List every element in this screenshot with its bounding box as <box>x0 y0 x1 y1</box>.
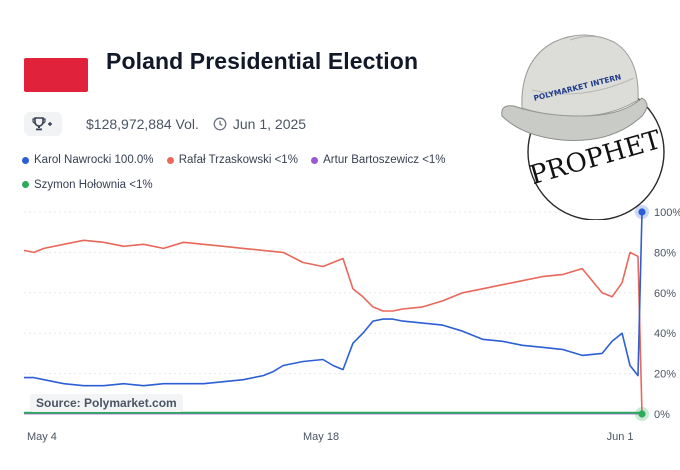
x-tick-label: May 4 <box>27 431 57 443</box>
trophy-icon <box>32 117 52 131</box>
trophy-button[interactable] <box>24 112 62 136</box>
series-line-karol-nawrocki <box>24 211 643 387</box>
prophet-watermark: PROPHET POLYMARKET INTERN <box>492 20 680 221</box>
volume-text: $128,972,884 Vol. <box>86 116 199 132</box>
page-title: Poland Presidential Election <box>106 48 419 74</box>
chart-legend: Karol Nawrocki 100.0% Rafał Trzaskowski … <box>22 148 522 197</box>
end-date-text: Jun 1, 2025 <box>232 116 307 132</box>
end-date: Jun 1, 2025 <box>213 116 306 132</box>
legend-label: Szymon Hołownia <1% <box>34 178 153 191</box>
y-tick-label: 80% <box>654 247 676 259</box>
legend-dot <box>22 181 29 188</box>
legend-label: Karol Nawrocki 100.0% <box>34 154 154 166</box>
legend-dot <box>166 156 174 164</box>
clock-icon <box>213 117 227 131</box>
y-tick-label: 100% <box>654 207 680 219</box>
legend-label: Artur Bartoszewicz <1% <box>323 154 446 166</box>
end-marker-dot <box>638 410 646 418</box>
y-axis-ticks: 0% 20% 40% 60% 80% 100% <box>654 207 680 421</box>
legend-dot <box>22 156 29 164</box>
legend-item-trzaskowski[interactable]: Rafał Trzaskowski <1% <box>166 148 298 172</box>
end-markers <box>635 205 649 421</box>
x-tick-label: Jun 1 <box>607 431 634 443</box>
y-tick-label: 20% <box>654 369 676 381</box>
poland-flag <box>24 58 88 92</box>
source-label: Source: Polymarket.com <box>30 394 183 412</box>
hat-image <box>501 34 648 141</box>
legend-item-holownia[interactable]: Szymon Hołownia <1% <box>22 173 153 197</box>
series-line-rafa-trzaskowski <box>23 239 643 415</box>
x-tick-label: May 18 <box>303 431 339 443</box>
legend-label: Rafał Trzaskowski <1% <box>178 154 298 166</box>
y-tick-label: 0% <box>654 409 670 421</box>
end-marker-dot <box>638 208 646 216</box>
market-meta: $128,972,884 Vol. Jun 1, 2025 <box>24 112 306 136</box>
legend-item-nawrocki[interactable]: Karol Nawrocki 100.0% <box>22 148 154 172</box>
y-tick-label: 40% <box>654 328 676 340</box>
chart-gridlines <box>24 211 642 375</box>
legend-dot <box>311 156 319 164</box>
chart-series <box>23 211 643 415</box>
y-tick-label: 60% <box>654 288 676 300</box>
x-axis-ticks: May 4 May 18 Jun 1 <box>27 431 634 443</box>
legend-item-bartoszewicz[interactable]: Artur Bartoszewicz <1% <box>311 148 446 172</box>
